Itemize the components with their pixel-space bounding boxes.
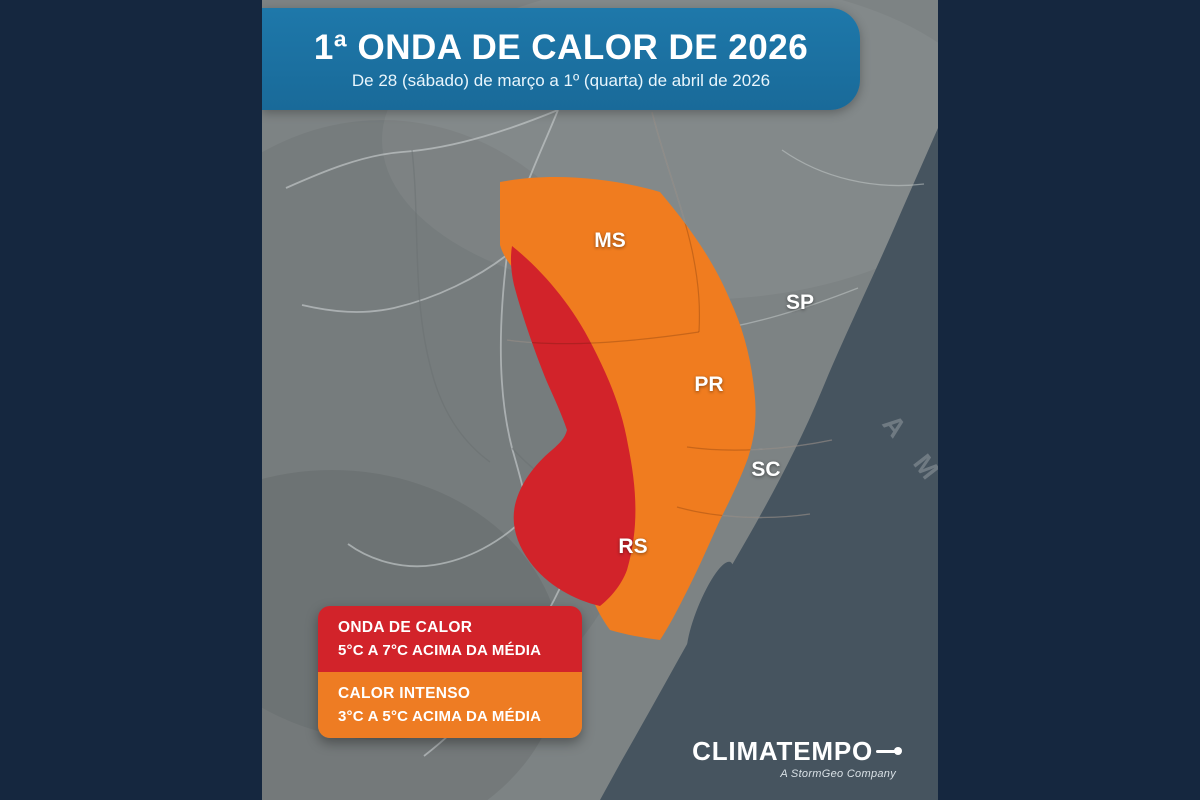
state-borders-over-bands xyxy=(506,111,833,519)
title-banner: 1ª ONDA DE CALOR DE 2026 De 28 (sábado) … xyxy=(262,8,860,110)
state-label-sp: SP xyxy=(785,291,815,314)
heat-band-orange xyxy=(500,177,756,641)
map-panel: 1ª ONDA DE CALOR DE 2026 De 28 (sábado) … xyxy=(262,0,938,800)
climatempo-logo: CLIMATEMPO xyxy=(692,736,902,766)
logo-text: CLIMATEMPO xyxy=(692,736,873,766)
banner-subtitle: De 28 (sábado) de março a 1º (quarta) de… xyxy=(351,70,771,90)
legend-item-title: CALOR INTENSO xyxy=(338,685,471,702)
legend-item-intense-heat: CALOR INTENSO 3°C A 5°C ACIMA DA MÉDIA xyxy=(318,672,582,738)
banner-title: 1ª ONDA DE CALOR DE 2026 xyxy=(313,27,809,67)
heat-band-red xyxy=(510,246,636,606)
state-label-sc: SC xyxy=(751,458,781,481)
state-label-ms: MS xyxy=(594,229,626,252)
state-label-pr: PR xyxy=(694,373,724,396)
lagoons xyxy=(686,561,749,716)
thermometer-icon xyxy=(876,747,902,755)
legend: ONDA DE CALOR 5°C A 7°C ACIMA DA MÉDIA C… xyxy=(318,606,582,738)
legend-item-range: 5°C A 7°C ACIMA DA MÉDIA xyxy=(338,642,542,659)
legend-item-heat-wave: ONDA DE CALOR 5°C A 7°C ACIMA DA MÉDIA xyxy=(318,606,582,672)
climatempo-branding: CLIMATEMPO A StormGeo Company xyxy=(692,736,902,780)
atlantic-ocean xyxy=(600,128,938,800)
legend-item-range: 3°C A 5°C ACIMA DA MÉDIA xyxy=(338,708,542,725)
logo-tagline: A StormGeo Company xyxy=(780,768,896,780)
legend-item-title: ONDA DE CALOR xyxy=(338,619,473,636)
state-label-rs: RS xyxy=(618,535,648,558)
